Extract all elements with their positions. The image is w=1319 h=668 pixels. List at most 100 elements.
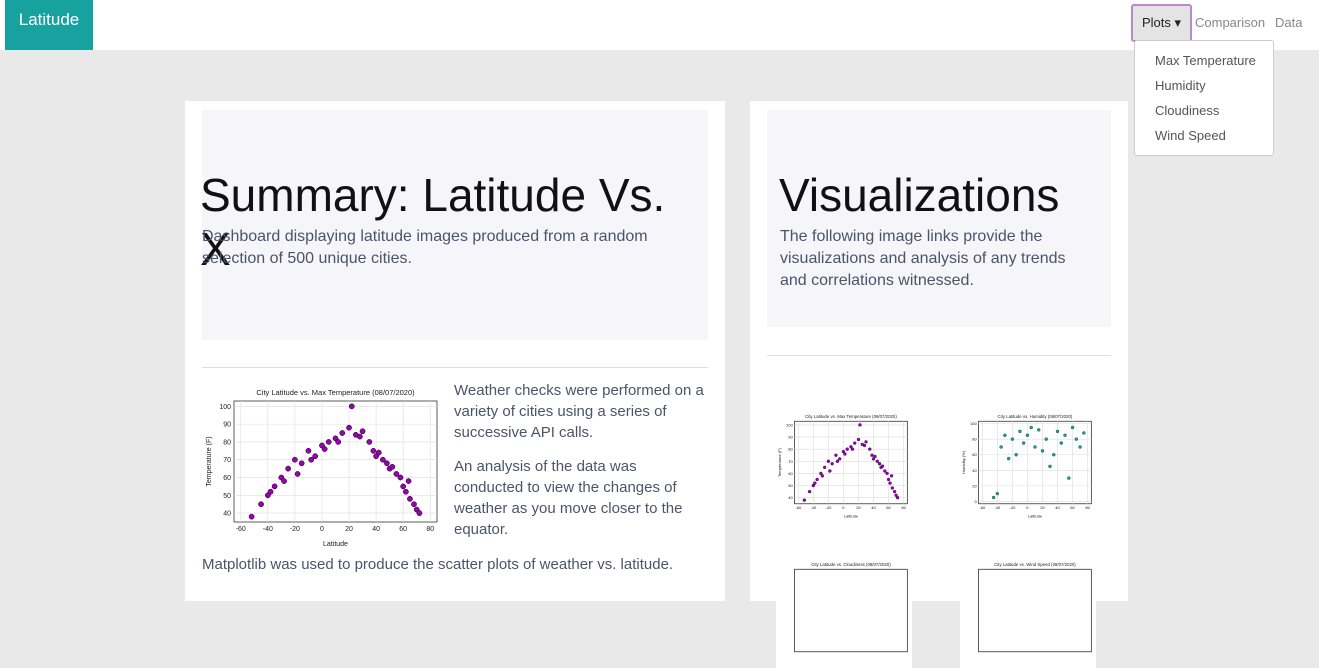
plot-frame [233, 400, 438, 523]
point [889, 474, 894, 478]
y-tick-label: 40 [223, 511, 231, 518]
x-tick-label: 60 [1070, 505, 1075, 510]
point [870, 453, 874, 457]
plots-label[interactable]: Plots [1141, 15, 1171, 30]
point [1055, 429, 1060, 434]
point [991, 495, 996, 500]
x-tick-label: 80 [901, 505, 906, 510]
dropdown-menu: Max Temperature Humidity Cloudiness Wind… [1134, 40, 1274, 156]
visualizations-lead: The following image links provide the vi… [780, 228, 1066, 289]
point [348, 403, 355, 410]
point [813, 481, 817, 485]
scatter-chart: City Latitude vs. Max Temperature (08/07… [202, 385, 445, 550]
point [841, 449, 846, 454]
x-tick-label: -60 [979, 505, 986, 510]
y-tick-label: 100 [219, 404, 231, 411]
point [1052, 453, 1056, 457]
point [1010, 437, 1015, 441]
point [405, 478, 412, 484]
point [1025, 433, 1030, 437]
point [868, 447, 872, 451]
x-tick-label: -40 [810, 505, 817, 510]
chart-title: City Latitude vs. Max Temperature (08/07… [256, 388, 415, 397]
y-axis-label: Humidity (%) [961, 450, 966, 474]
chart-title: City Latitude vs. Cloudiness (08/07/2020… [811, 562, 891, 567]
point [1006, 456, 1011, 461]
visualizations-jumbotron: Visualizations The following image links… [767, 110, 1111, 327]
scatter-chart[interactable]: City Latitude vs. Cloudiness (08/07/2020… [776, 560, 912, 668]
x-tick-label: 0 [320, 526, 324, 533]
y-tick-label: 90 [223, 422, 231, 429]
point [820, 474, 825, 478]
x-tick-label: 60 [399, 526, 407, 533]
x-axis-label: Latitude [323, 541, 348, 548]
summary-heading: Summary: Latitude Vs. X [200, 169, 666, 275]
point [883, 469, 887, 473]
point [258, 501, 264, 508]
point [853, 441, 857, 445]
point [838, 457, 842, 461]
point [359, 428, 366, 435]
x-tick-label: 20 [856, 505, 861, 510]
point [849, 445, 853, 449]
nav-link[interactable]: Comparison [1195, 15, 1266, 30]
point [397, 474, 404, 481]
point [292, 456, 298, 463]
point [807, 489, 812, 494]
paragraph: An analysis of the data was conducted to… [454, 458, 683, 538]
menu-item[interactable]: Max Temperature [1155, 53, 1256, 68]
menu-item[interactable]: Humidity [1155, 78, 1206, 93]
point [856, 437, 861, 442]
point [895, 496, 900, 500]
paragraph: Weather checks were performed on a varie… [454, 382, 704, 441]
menu-item[interactable]: Wind Speed [1155, 128, 1226, 143]
scatter-chart[interactable]: City Latitude vs. Max Temperature (08/07… [776, 412, 912, 520]
point [393, 471, 400, 477]
point [1048, 464, 1052, 469]
summary-lead: Dashboard displaying latitude images pro… [202, 228, 648, 267]
y-axis-label: Temperature (F) [206, 436, 213, 486]
point [325, 439, 332, 445]
nav-link[interactable]: Data [1275, 15, 1303, 30]
chart-title: City Latitude vs. Wind Speed (08/07/2020… [994, 562, 1076, 567]
point [1018, 429, 1022, 434]
point [873, 454, 877, 459]
point [357, 433, 363, 440]
point [407, 496, 413, 502]
y-tick-label: 100 [786, 422, 794, 427]
point [894, 493, 898, 497]
brand[interactable]: Latitude [5, 0, 93, 50]
x-tick-label: -20 [825, 505, 832, 510]
scatter-chart[interactable]: City Latitude vs. Wind Speed (08/07/2020… [960, 560, 1096, 668]
y-tick-label: 60 [788, 471, 793, 476]
point [1033, 445, 1037, 449]
y-axis-label: Temperature (F) [777, 447, 782, 477]
point [370, 447, 377, 454]
x-axis-label: Latitude [844, 514, 859, 519]
y-tick-label: 60 [972, 452, 977, 457]
point [380, 456, 386, 463]
paragraph: Matplotlib was used to produce the scatt… [202, 556, 674, 573]
y-tick-label: 80 [788, 447, 793, 452]
point [1067, 476, 1071, 480]
x-tick-label: 40 [372, 526, 380, 533]
point [858, 423, 862, 427]
plots-dropdown[interactable]: Plots ▾ [1131, 4, 1192, 42]
x-tick-label: -40 [263, 526, 273, 533]
x-tick-label: 60 [886, 505, 891, 510]
scatter-chart[interactable]: City Latitude vs. Humidity (08/07/2020) -… [960, 412, 1096, 520]
menu-item[interactable]: Cloudiness [1155, 103, 1220, 118]
point [834, 453, 838, 457]
point [389, 463, 396, 470]
y-tick-label: 40 [788, 495, 793, 500]
x-tick-label: -20 [290, 526, 300, 533]
y-tick-label: 0 [975, 499, 978, 504]
point [294, 471, 301, 477]
point [843, 452, 847, 456]
point [384, 460, 390, 467]
divider [202, 367, 708, 368]
point [1003, 433, 1007, 437]
point [888, 481, 892, 485]
point [339, 430, 346, 436]
